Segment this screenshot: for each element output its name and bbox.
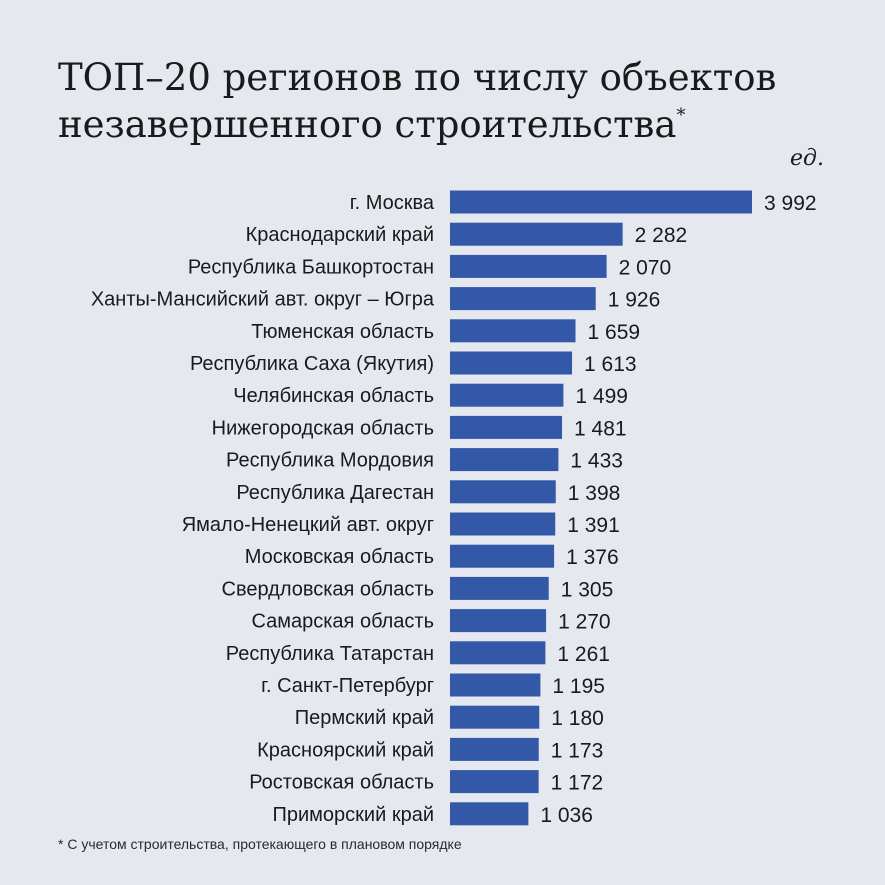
value-label: 1 926 bbox=[608, 289, 661, 312]
bar bbox=[450, 802, 529, 826]
value-label: 1 613 bbox=[584, 353, 637, 376]
bar bbox=[450, 705, 540, 729]
category-label: Московская область bbox=[245, 546, 434, 568]
value-label: 1 499 bbox=[575, 385, 628, 408]
bar bbox=[450, 319, 576, 343]
value-label: 1 481 bbox=[574, 417, 627, 440]
value-label: 1 433 bbox=[570, 450, 623, 473]
category-label: Тюменская область bbox=[251, 321, 434, 343]
bar bbox=[450, 287, 596, 311]
bar bbox=[450, 254, 607, 278]
bar bbox=[450, 609, 547, 633]
category-label: Республика Башкортостан bbox=[188, 256, 434, 278]
category-label: Ханты-Мансийский авт. округ – Югра bbox=[91, 289, 435, 311]
value-label: 1 376 bbox=[566, 546, 619, 569]
category-label: г. Санкт-Петербург bbox=[261, 675, 434, 697]
value-label: 1 261 bbox=[557, 643, 610, 666]
value-label: 1 195 bbox=[552, 675, 605, 698]
footnote: * С учетом строительства, протекающего в… bbox=[58, 836, 462, 852]
value-label: 3 992 bbox=[764, 192, 817, 215]
value-label: 1 180 bbox=[551, 707, 604, 730]
bar bbox=[450, 673, 541, 697]
chart-title-footnote-mark: * bbox=[676, 105, 685, 126]
bar bbox=[450, 512, 556, 536]
category-label: г. Москва bbox=[350, 192, 435, 214]
chart-title-line-2-text: незавершенного строительства bbox=[58, 103, 676, 146]
bar bbox=[450, 770, 539, 794]
category-label: Республика Мордовия bbox=[226, 450, 434, 472]
value-label: 1 173 bbox=[551, 739, 604, 762]
value-label: 1 391 bbox=[567, 514, 620, 537]
value-label: 1 659 bbox=[588, 321, 641, 344]
bar bbox=[450, 190, 752, 214]
value-label: 1 172 bbox=[551, 772, 604, 795]
category-label: Республика Саха (Якутия) bbox=[190, 353, 434, 375]
category-label: Самарская область bbox=[251, 611, 434, 633]
category-label: Красноярский край bbox=[257, 739, 434, 761]
category-label: Приморский край bbox=[273, 804, 434, 826]
chart-title-line-1: ТОП–20 регионов по числу объектов bbox=[58, 56, 776, 99]
category-label: Ростовская область bbox=[249, 772, 434, 794]
value-label: 1 398 bbox=[568, 482, 621, 505]
bar bbox=[450, 351, 573, 375]
bar bbox=[450, 544, 555, 568]
bar bbox=[450, 480, 556, 504]
category-label: Республика Дагестан bbox=[236, 482, 434, 504]
chart-title-line-2: незавершенного строительства* bbox=[58, 103, 685, 146]
bar bbox=[450, 222, 623, 246]
bar bbox=[450, 737, 539, 761]
category-label: Пермский край bbox=[295, 707, 434, 729]
bar bbox=[450, 641, 546, 665]
category-label: Республика Татарстан bbox=[226, 643, 434, 665]
value-label: 1 036 bbox=[540, 804, 593, 827]
value-label: 1 270 bbox=[558, 611, 611, 634]
category-label: Ямало-Ненецкий авт. округ bbox=[182, 514, 434, 536]
unit-label: ед. bbox=[790, 146, 824, 171]
bars-group: г. Москва 3 992 Краснодарский край 2 282 Рес… bbox=[91, 190, 817, 827]
bar bbox=[450, 415, 563, 439]
value-label: 2 070 bbox=[619, 256, 672, 279]
bar bbox=[450, 448, 559, 472]
value-label: 1 305 bbox=[561, 578, 614, 601]
category-label: Свердловская область bbox=[222, 578, 434, 600]
category-label: Краснодарский край bbox=[246, 224, 434, 246]
bar bbox=[450, 576, 549, 600]
bar bbox=[450, 383, 564, 407]
category-label: Челябинская область bbox=[233, 385, 434, 407]
value-label: 2 282 bbox=[635, 224, 688, 247]
category-label: Нижегородская область bbox=[212, 417, 434, 439]
